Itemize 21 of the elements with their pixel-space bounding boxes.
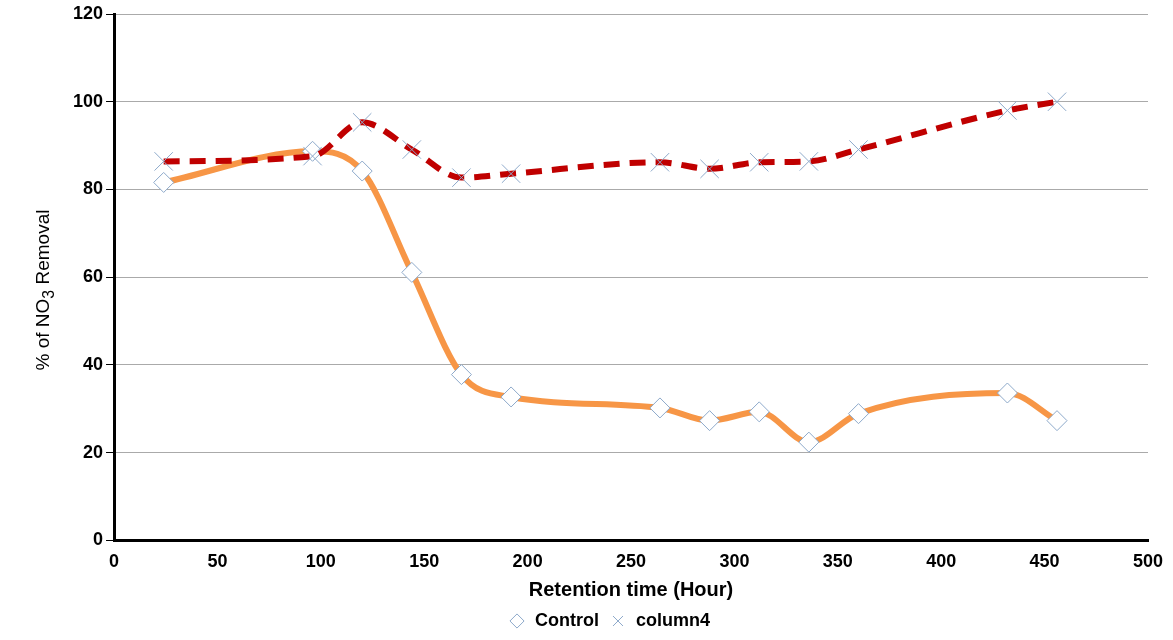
x-tick-label: 450 (1029, 551, 1060, 572)
x-tick-label: 500 (1132, 551, 1164, 572)
x-tick-label: 100 (305, 551, 336, 572)
y-tick-label: 100 (72, 90, 104, 111)
legend-label: Control (535, 609, 599, 630)
y-tick-label: 40 (83, 353, 104, 374)
y-tick-label: 120 (72, 2, 104, 23)
y-tick-label: 0 (93, 529, 104, 550)
x-tick-label: 0 (109, 551, 120, 572)
legend-label: column4 (635, 609, 710, 630)
x-axis-title: Retention time (Hour) (528, 577, 734, 600)
y-tick-label: 60 (83, 266, 104, 287)
x-tick-label: 300 (719, 551, 750, 572)
x-tick-label: 200 (512, 551, 543, 572)
x-tick-label: 50 (207, 551, 228, 572)
y-tick-label: 80 (83, 178, 104, 199)
x-tick-label: 250 (615, 551, 647, 572)
y-tick-label: 20 (83, 441, 104, 462)
x-tick-label: 400 (926, 551, 957, 572)
x-tick-label: 350 (822, 551, 853, 572)
x-tick-label: 150 (409, 551, 440, 572)
